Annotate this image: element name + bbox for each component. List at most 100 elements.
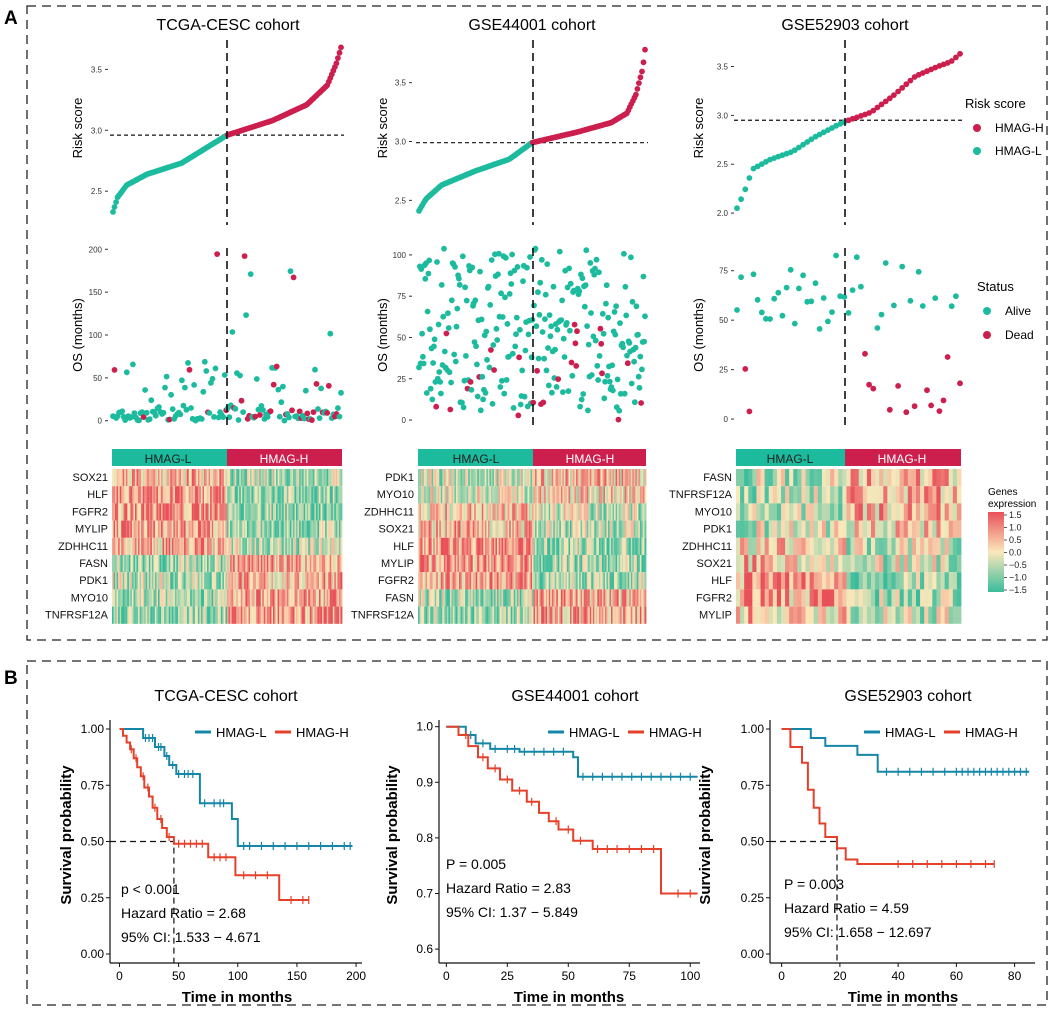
legend-risk-low-label: HMAG-L <box>995 144 1042 158</box>
hm-cell <box>188 572 191 590</box>
hm-cell <box>248 486 251 504</box>
hm-cell <box>524 606 527 624</box>
hm-cell <box>466 606 469 624</box>
os-point <box>504 321 511 327</box>
os-point <box>948 303 955 310</box>
hm-cell <box>421 606 423 624</box>
hm-cell <box>533 606 536 624</box>
hm-cell <box>283 537 286 555</box>
hm-cell <box>474 469 477 487</box>
hm-cell <box>135 589 137 607</box>
os-point <box>447 406 454 413</box>
hm-cell <box>472 486 475 504</box>
hm-cell <box>202 469 205 487</box>
hm-cell <box>547 537 550 555</box>
hm-cell <box>600 572 603 590</box>
hm-cell <box>323 520 326 538</box>
hm-cell <box>424 469 426 487</box>
hm-cell <box>615 469 618 487</box>
hm-cell <box>548 537 551 555</box>
hm-cell <box>500 503 502 521</box>
hm-cell <box>462 520 464 538</box>
hm-cell <box>340 503 343 521</box>
hm-cell <box>271 520 274 538</box>
hm-cell <box>521 503 524 521</box>
hm-cell <box>489 469 492 487</box>
hm-cell <box>300 606 303 624</box>
hm-cell <box>204 503 206 521</box>
hm-cell <box>768 486 774 504</box>
hm-cell <box>196 503 199 521</box>
hm-cell <box>600 555 603 573</box>
hm-cell <box>280 469 283 487</box>
hm-cell <box>830 572 835 590</box>
risk-ytick-label: 2.0 <box>717 209 729 218</box>
hm-cell <box>449 503 452 521</box>
hm-cell <box>182 606 185 624</box>
os-point <box>591 271 598 278</box>
hm-cell <box>834 572 839 590</box>
hm-cell <box>213 606 216 624</box>
hm-cell <box>337 469 340 487</box>
hm-cell <box>452 486 455 504</box>
os-point <box>592 265 598 272</box>
hm-cell <box>512 572 515 590</box>
hm-cell <box>842 606 847 624</box>
hm-cell <box>446 486 449 504</box>
hm-cell <box>222 537 225 555</box>
hm-cell <box>553 589 556 607</box>
hm-cell <box>789 555 794 573</box>
hm-cell <box>574 486 577 504</box>
hm-cell <box>193 486 196 504</box>
hm-cell <box>308 520 311 538</box>
hm-cell <box>194 589 197 607</box>
risk-point <box>808 136 815 143</box>
hm-cell <box>512 520 515 538</box>
hm-cell <box>638 606 641 624</box>
hm-cell <box>854 572 860 590</box>
os-point <box>472 297 479 304</box>
hm-cell <box>633 537 636 555</box>
hm-cell <box>457 469 460 487</box>
hm-cell <box>445 486 448 504</box>
hm-cell <box>222 469 225 487</box>
hm-cell <box>477 589 480 607</box>
hm-cell <box>830 555 835 573</box>
hm-cell <box>556 589 559 607</box>
hm-cell <box>887 606 892 624</box>
hm-cell <box>644 589 647 607</box>
hm-cell <box>781 486 786 504</box>
hm-cell <box>242 555 245 573</box>
hm-cell <box>606 606 609 624</box>
hm-cell <box>297 572 300 590</box>
hm-cell <box>481 469 484 487</box>
hm-cell <box>606 520 609 538</box>
os-point <box>200 388 207 395</box>
hm-cell <box>838 486 843 504</box>
os-point <box>550 283 557 290</box>
hm-cell <box>626 486 629 504</box>
hm-cell <box>748 589 753 607</box>
os-point <box>932 295 939 301</box>
hm-cell <box>433 555 436 573</box>
hm-cell <box>789 537 794 555</box>
hm-cell <box>271 503 274 521</box>
hm-cell <box>630 572 633 590</box>
hm-cell <box>598 555 601 573</box>
hm-cell <box>944 469 950 487</box>
hm-cell <box>268 572 271 590</box>
hm-cell <box>574 606 577 624</box>
hm-cell <box>422 572 425 590</box>
hm-cell <box>466 537 469 555</box>
os-point <box>535 355 542 362</box>
hm-cell <box>191 503 194 521</box>
hm-cell <box>513 469 516 487</box>
hm-cell <box>222 503 225 521</box>
risk-point <box>746 175 753 181</box>
hm-cell <box>334 606 337 624</box>
hm-cell <box>554 537 557 555</box>
hm-cell <box>538 589 540 607</box>
hm-cell <box>928 503 933 521</box>
hm-cell <box>928 572 933 590</box>
